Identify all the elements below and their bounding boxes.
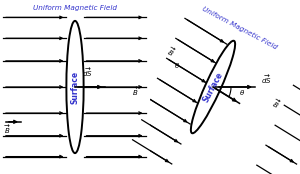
Text: $\theta$: $\theta$ bbox=[239, 88, 245, 97]
Text: $\overrightarrow{B}$: $\overrightarrow{B}$ bbox=[165, 45, 178, 59]
Text: $\theta$: $\theta$ bbox=[174, 61, 180, 70]
Text: $\overrightarrow{B}$: $\overrightarrow{B}$ bbox=[4, 123, 12, 136]
Text: Uniform Magnetic Field: Uniform Magnetic Field bbox=[202, 5, 278, 50]
Text: $\overrightarrow{B}$: $\overrightarrow{B}$ bbox=[270, 97, 283, 112]
Text: Surface: Surface bbox=[70, 70, 80, 104]
Text: $\overrightarrow{dS}$: $\overrightarrow{dS}$ bbox=[261, 73, 272, 85]
Ellipse shape bbox=[66, 21, 84, 153]
Text: $\overrightarrow{B}$: $\overrightarrow{B}$ bbox=[132, 85, 139, 98]
Text: Surface: Surface bbox=[201, 70, 225, 104]
Text: $\overrightarrow{dS}$: $\overrightarrow{dS}$ bbox=[82, 66, 92, 79]
Text: Uniform Magnetic Field: Uniform Magnetic Field bbox=[33, 5, 117, 11]
Ellipse shape bbox=[191, 41, 235, 133]
